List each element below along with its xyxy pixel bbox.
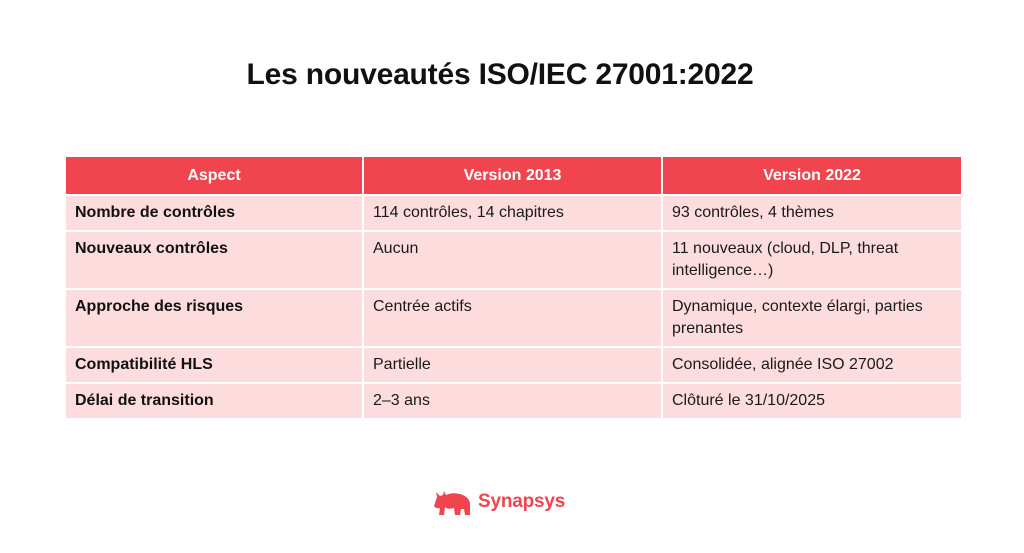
table-row: Nouveaux contrôles Aucun 11 nouveaux (cl… xyxy=(66,232,961,288)
version-2013-cell: Centrée actifs xyxy=(364,290,661,346)
version-2013-cell: Aucun xyxy=(364,232,661,288)
version-2022-cell: 11 nouveaux (cloud, DLP, threat intellig… xyxy=(663,232,961,288)
version-2022-cell: Consolidée, alignée ISO 27002 xyxy=(663,348,961,382)
brand-logo: Synapsys xyxy=(432,486,565,518)
brand-name: Synapsys xyxy=(478,491,566,512)
version-2013-cell: 114 contrôles, 14 chapitres xyxy=(364,196,661,230)
column-header-version-2022: Version 2022 xyxy=(663,157,961,194)
aspect-cell: Compatibilité HLS xyxy=(66,348,362,382)
page-title: Les nouveautés ISO/IEC 27001:2022 xyxy=(246,58,754,91)
version-2013-cell: 2–3 ans xyxy=(364,384,661,418)
version-2022-cell: Clôturé le 31/10/2025 xyxy=(663,384,961,418)
table-header-row: Aspect Version 2013 Version 2022 xyxy=(66,157,961,194)
aspect-cell: Approche des risques xyxy=(66,290,362,346)
aspect-cell: Délai de transition xyxy=(66,384,362,418)
version-2013-cell: Partielle xyxy=(364,348,661,382)
column-header-aspect: Aspect xyxy=(66,157,362,194)
version-2022-cell: 93 contrôles, 4 thèmes xyxy=(663,196,961,230)
aspect-cell: Nombre de contrôles xyxy=(66,196,362,230)
table-row: Nombre de contrôles 114 contrôles, 14 ch… xyxy=(66,196,961,230)
rhino-icon xyxy=(432,488,472,516)
table-row: Compatibilité HLS Partielle Consolidée, … xyxy=(66,348,961,382)
version-2022-cell: Dynamique, contexte élargi, parties pren… xyxy=(663,290,961,346)
aspect-cell: Nouveaux contrôles xyxy=(66,232,362,288)
comparison-table: Aspect Version 2013 Version 2022 Nombre … xyxy=(64,155,963,420)
column-header-version-2013: Version 2013 xyxy=(364,157,661,194)
table-row: Délai de transition 2–3 ans Clôturé le 3… xyxy=(66,384,961,418)
table-row: Approche des risques Centrée actifs Dyna… xyxy=(66,290,961,346)
